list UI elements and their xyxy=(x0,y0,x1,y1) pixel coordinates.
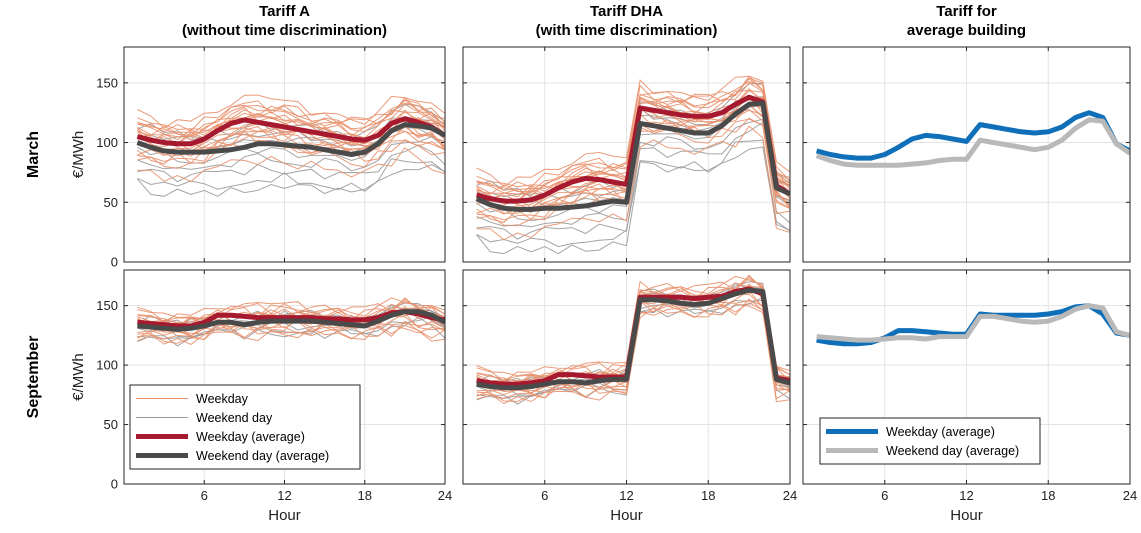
x-tick-label: 24 xyxy=(1123,488,1137,503)
line-weekend-day-4 xyxy=(476,118,790,228)
line-weekday-15 xyxy=(476,77,790,191)
line-weekday-20 xyxy=(137,102,445,141)
series-lines xyxy=(815,110,1130,168)
y-tick-label: 150 xyxy=(96,75,118,90)
line-weekday-11 xyxy=(137,94,445,129)
series-lines xyxy=(137,297,445,347)
line-weekend-day-5 xyxy=(137,144,445,183)
legend-label: Weekday xyxy=(196,392,249,406)
x-axis-label: Hour xyxy=(610,507,643,524)
line-weekday-9 xyxy=(137,99,445,133)
x-tick-label: 18 xyxy=(358,488,372,503)
legend-box xyxy=(819,417,1041,465)
line-weekend-day-7 xyxy=(137,164,445,197)
x-tick-label: 12 xyxy=(959,488,973,503)
line-weekday-10 xyxy=(137,324,445,344)
line-weekday-average xyxy=(136,116,445,147)
line-weekend-day-average xyxy=(136,122,445,157)
y-tick-label: 50 xyxy=(104,417,118,432)
row-label-march: March xyxy=(25,131,42,178)
line-weekend-day-average xyxy=(476,287,790,391)
legend-label: Weekend day xyxy=(196,411,273,425)
line-weekday-13 xyxy=(137,103,445,145)
column-title-2-line-2: (with time discrimination) xyxy=(536,22,718,39)
series-lines xyxy=(476,274,790,405)
y-tick-label: 150 xyxy=(96,298,118,313)
line-weekend-day-3 xyxy=(137,127,445,164)
x-tick-label: 18 xyxy=(1041,488,1055,503)
legend-label: Weekend day (average) xyxy=(886,444,1019,458)
line-weekend-day-average xyxy=(137,309,445,332)
line-weekday-14 xyxy=(137,312,445,337)
line-weekday-12 xyxy=(476,298,790,405)
column-title-3-line-2: average building xyxy=(907,22,1026,39)
series-lines xyxy=(136,94,445,197)
line-weekday-15 xyxy=(137,99,445,133)
line-weekend-day-6 xyxy=(476,139,790,248)
line-weekend-day-4 xyxy=(137,136,445,172)
line-weekend-day-6 xyxy=(137,158,445,193)
line-weekday-12 xyxy=(476,125,790,241)
panel-september-tariff-dha: 6 12 18 24 Hour xyxy=(462,269,797,524)
column-title-1-line-1: Tariff A xyxy=(259,3,310,20)
column-title-3-line-1: Tariff for xyxy=(936,3,997,20)
line-weekday-average xyxy=(815,110,1130,161)
column-titles: Tariff A (without time discrimination) Tar… xyxy=(182,3,1026,39)
y-tick-label: 50 xyxy=(104,195,118,210)
x-axis-label: Hour xyxy=(950,507,983,524)
y-tick-label: 100 xyxy=(96,135,118,150)
line-weekday-12 xyxy=(137,320,445,345)
row-label-september: September xyxy=(25,336,42,419)
y-axis-label: €/MWh xyxy=(70,353,87,401)
legend-building: Weekday (average) Weekend day (average) xyxy=(819,417,1041,465)
line-weekday-13 xyxy=(137,300,445,330)
series-lines xyxy=(475,75,790,255)
line-weekend-day-average xyxy=(475,100,790,212)
line-weekend-day-5 xyxy=(476,121,790,240)
y-tick-label: 100 xyxy=(96,358,118,373)
line-weekday-8 xyxy=(137,321,445,342)
x-tick-label: 24 xyxy=(783,488,797,503)
line-weekday-11 xyxy=(137,297,445,323)
panel-march-tariff-dha xyxy=(462,46,791,263)
x-tick-label: 6 xyxy=(881,488,888,503)
panel-march-tariff-a: 0 50 100 150 €/MWh xyxy=(70,46,446,270)
line-weekend-day-average xyxy=(816,303,1130,343)
y-axis-label: €/MWh xyxy=(70,131,87,179)
x-tick-label: 12 xyxy=(619,488,633,503)
line-weekday-11 xyxy=(476,75,790,188)
x-tick-label: 18 xyxy=(701,488,715,503)
x-tick-label: 6 xyxy=(201,488,208,503)
line-weekday-11 xyxy=(476,275,790,383)
line-weekday-10 xyxy=(137,139,445,169)
line-weekend-day-7 xyxy=(476,146,790,255)
line-weekday-average xyxy=(475,94,790,204)
column-title-2-line-1: Tariff DHA xyxy=(590,3,663,20)
x-tick-label: 12 xyxy=(277,488,291,503)
y-tick-label: 0 xyxy=(111,255,118,270)
x-axis-label: Hour xyxy=(268,507,301,524)
legend-label: Weekday (average) xyxy=(886,425,995,439)
panel-september-building: 6 12 18 24 Hour xyxy=(802,269,1137,524)
legend-label: Weekend day (average) xyxy=(196,449,329,463)
x-tick-label: 6 xyxy=(541,488,548,503)
row-labels: March September xyxy=(25,131,42,418)
x-tick-label: 24 xyxy=(438,488,452,503)
column-title-1-line-2: (without time discrimination) xyxy=(182,22,387,39)
legend-label: Weekday (average) xyxy=(196,430,305,444)
line-weekday-12 xyxy=(137,146,445,183)
panel-march-building xyxy=(802,46,1131,263)
legend-tariffs: Weekday Weekend day Weekday (average) Weeke… xyxy=(129,384,361,470)
series-lines xyxy=(816,303,1130,347)
line-weekday-9 xyxy=(137,298,445,320)
line-weekend-day-average xyxy=(815,117,1130,168)
y-tick-label: 0 xyxy=(111,477,118,492)
